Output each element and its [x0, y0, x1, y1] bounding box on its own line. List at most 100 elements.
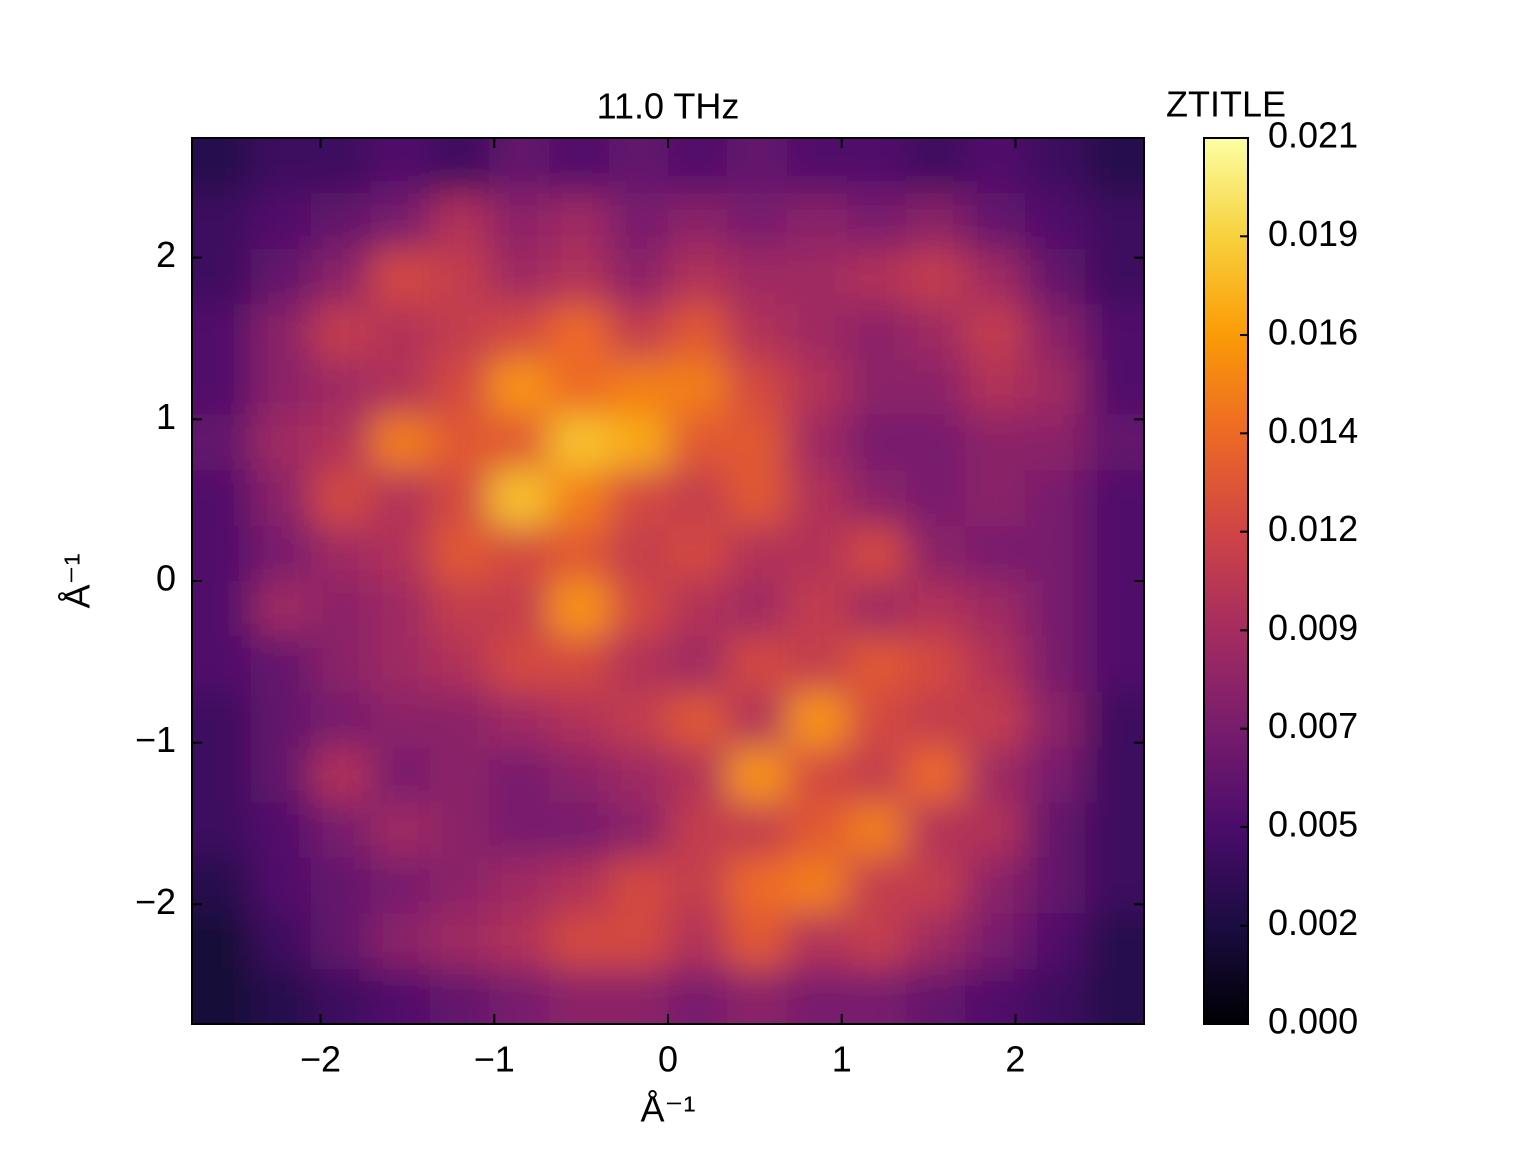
- heatmap-cell: [489, 581, 550, 637]
- heatmap-cell: [906, 802, 967, 859]
- heatmap-cell: [668, 526, 729, 582]
- heatmap-cell: [965, 635, 1026, 693]
- heatmap-cell: [608, 192, 669, 250]
- colorbar-tick-label: 0.014: [1268, 410, 1358, 451]
- heatmap-cell: [1084, 857, 1144, 915]
- heatmap-cell: [608, 913, 669, 971]
- heatmap-cell: [370, 691, 431, 749]
- heatmap-cell: [1025, 857, 1086, 915]
- heatmap-cell: [668, 304, 729, 361]
- heatmap-cell: [1084, 526, 1144, 582]
- heatmap-cell: [370, 802, 431, 859]
- heatmap-cell: [489, 359, 550, 416]
- heatmap-cell: [192, 192, 253, 250]
- heatmap-cell: [251, 747, 312, 804]
- heatmap-cell: [489, 526, 550, 582]
- heatmap-cell: [489, 414, 550, 472]
- heatmap-cell: [846, 526, 907, 582]
- heatmap-cell: [965, 581, 1026, 637]
- heatmap: [192, 138, 1144, 1024]
- heatmap-cell: [668, 969, 729, 1024]
- y-tick-label: −1: [135, 719, 176, 760]
- heatmap-cell: [846, 470, 907, 528]
- heatmap-cell: [430, 691, 491, 749]
- heatmap-cell: [727, 913, 788, 971]
- heatmap-cell: [906, 526, 967, 582]
- heatmap-cell: [846, 857, 907, 915]
- heatmap-cell: [549, 304, 610, 361]
- heatmap-cell: [430, 969, 491, 1024]
- heatmap-cell: [668, 359, 729, 416]
- heatmap-cell: [846, 248, 907, 306]
- heatmap-cell: [787, 359, 848, 416]
- heatmap-cell: [370, 470, 431, 528]
- x-tick-label: 0: [658, 1039, 678, 1080]
- heatmap-cell: [311, 691, 372, 749]
- x-tick-label: 2: [1005, 1039, 1025, 1080]
- heatmap-cell: [668, 802, 729, 859]
- heatmap-cell: [549, 691, 610, 749]
- heatmap-cell: [787, 969, 848, 1024]
- heatmap-cell: [1084, 414, 1144, 472]
- heatmap-cell: [965, 747, 1026, 804]
- heatmap-cell: [1025, 470, 1086, 528]
- heatmap-cell: [192, 248, 253, 306]
- heatmap-cell: [727, 138, 788, 194]
- heatmap-cell: [311, 913, 372, 971]
- y-tick-label: 2: [156, 234, 176, 275]
- colorbar-tick-label: 0.021: [1268, 115, 1358, 156]
- y-tick-label: −2: [135, 881, 176, 922]
- heatmap-cell: [192, 691, 253, 749]
- heatmap-cell: [906, 969, 967, 1024]
- heatmap-cell: [787, 414, 848, 472]
- heatmap-cell: [787, 747, 848, 804]
- heatmap-cell: [965, 802, 1026, 859]
- heatmap-cell: [1025, 635, 1086, 693]
- heatmap-cell: [846, 138, 907, 194]
- heatmap-cell: [906, 414, 967, 472]
- heatmap-cell: [489, 138, 550, 194]
- heatmap-cell: [846, 913, 907, 971]
- heatmap-cell: [1025, 138, 1086, 194]
- heatmap-cell: [906, 635, 967, 693]
- heatmap-cell: [668, 581, 729, 637]
- heatmap-cell: [787, 802, 848, 859]
- heatmap-cell: [906, 359, 967, 416]
- x-tick-label: −1: [474, 1039, 515, 1080]
- heatmap-cell: [787, 913, 848, 971]
- heatmap-cell: [668, 747, 729, 804]
- heatmap-cell: [430, 802, 491, 859]
- heatmap-cell: [489, 304, 550, 361]
- heatmap-cell: [1084, 802, 1144, 859]
- heatmap-cell: [965, 248, 1026, 306]
- heatmap-cell: [846, 304, 907, 361]
- heatmap-cell: [727, 414, 788, 472]
- heatmap-cell: [430, 304, 491, 361]
- heatmap-cell: [311, 248, 372, 306]
- heatmap-cell: [549, 913, 610, 971]
- heatmap-cell: [370, 526, 431, 582]
- heatmap-cell: [727, 747, 788, 804]
- heatmap-cell: [787, 635, 848, 693]
- heatmap-cell: [1025, 248, 1086, 306]
- heatmap-cell: [787, 691, 848, 749]
- heatmap-cell: [846, 414, 907, 472]
- heatmap-cell: [251, 414, 312, 472]
- heatmap-cell: [1025, 304, 1086, 361]
- heatmap-cell: [251, 138, 312, 194]
- heatmap-cell: [1025, 414, 1086, 472]
- heatmap-cell: [192, 969, 253, 1024]
- y-axis-label: Å⁻¹: [57, 553, 98, 608]
- heatmap-cell: [906, 747, 967, 804]
- heatmap-cell: [906, 691, 967, 749]
- heatmap-cell: [608, 802, 669, 859]
- heatmap-cell: [668, 857, 729, 915]
- heatmap-cell: [668, 635, 729, 693]
- heatmap-cell: [906, 581, 967, 637]
- heatmap-cell: [251, 359, 312, 416]
- heatmap-cell: [251, 635, 312, 693]
- heatmap-cell: [787, 304, 848, 361]
- heatmap-cell: [1025, 913, 1086, 971]
- heatmap-cell: [846, 359, 907, 416]
- heatmap-cell: [846, 691, 907, 749]
